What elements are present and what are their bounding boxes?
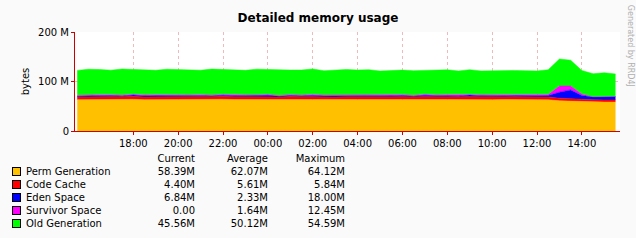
html-text:Code Cache: Code Cache — [26, 179, 86, 190]
html-text:12.45M: 12.45M — [307, 205, 345, 216]
html-text:2.33M: 2.33M — [237, 192, 268, 203]
html-text:58.39M: 58.39M — [157, 166, 195, 177]
svg-text:20:00: 20:00 — [164, 138, 193, 149]
svg-text:200 M: 200 M — [38, 27, 69, 38]
html-text:6.84M: 6.84M — [164, 192, 195, 203]
svg-text:02:00: 02:00 — [298, 138, 327, 149]
svg-text:100 M: 100 M — [38, 76, 69, 87]
html-text:Current: Current — [157, 153, 195, 164]
svg-text:12:00: 12:00 — [523, 138, 552, 149]
html-text:1.64M: 1.64M — [237, 205, 268, 216]
svg-text:bytes: bytes — [20, 68, 31, 96]
html-text:Survivor Space: Survivor Space — [26, 205, 102, 216]
html-text:45.56M: 45.56M — [157, 218, 195, 229]
svg-text:00:00: 00:00 — [253, 138, 282, 149]
svg-text:04:00: 04:00 — [343, 138, 372, 149]
html-text:Eden Space: Eden Space — [26, 192, 85, 203]
svg-text:Detailed memory usage: Detailed memory usage — [238, 11, 399, 25]
svg-text:Generated by RRD4J: Generated by RRD4J — [626, 5, 635, 87]
svg-text:14:00: 14:00 — [567, 138, 596, 149]
html-text:0.00: 0.00 — [172, 205, 195, 216]
svg-text:10:00: 10:00 — [478, 138, 507, 149]
svg-text:08:00: 08:00 — [433, 138, 462, 149]
html-text:5.84M: 5.84M — [314, 179, 345, 190]
html-text:Maximum: Maximum — [295, 153, 345, 164]
html-text:Old Generation: Old Generation — [26, 218, 102, 229]
html-text:5.61M: 5.61M — [237, 179, 268, 190]
html-text:4.40M: 4.40M — [164, 179, 195, 190]
svg-text:22:00: 22:00 — [209, 138, 238, 149]
html-text:Perm Generation: Perm Generation — [26, 166, 111, 177]
html-text:50.12M: 50.12M — [230, 218, 268, 229]
html-text:54.59M: 54.59M — [307, 218, 345, 229]
html-text:Average: Average — [226, 153, 268, 164]
html-text:18.00M: 18.00M — [307, 192, 345, 203]
html-text:64.12M: 64.12M — [307, 166, 345, 177]
svg-text:18:00: 18:00 — [119, 138, 148, 149]
svg-text:0: 0 — [63, 126, 69, 137]
svg-text:06:00: 06:00 — [388, 138, 417, 149]
html-text:62.07M: 62.07M — [230, 166, 268, 177]
